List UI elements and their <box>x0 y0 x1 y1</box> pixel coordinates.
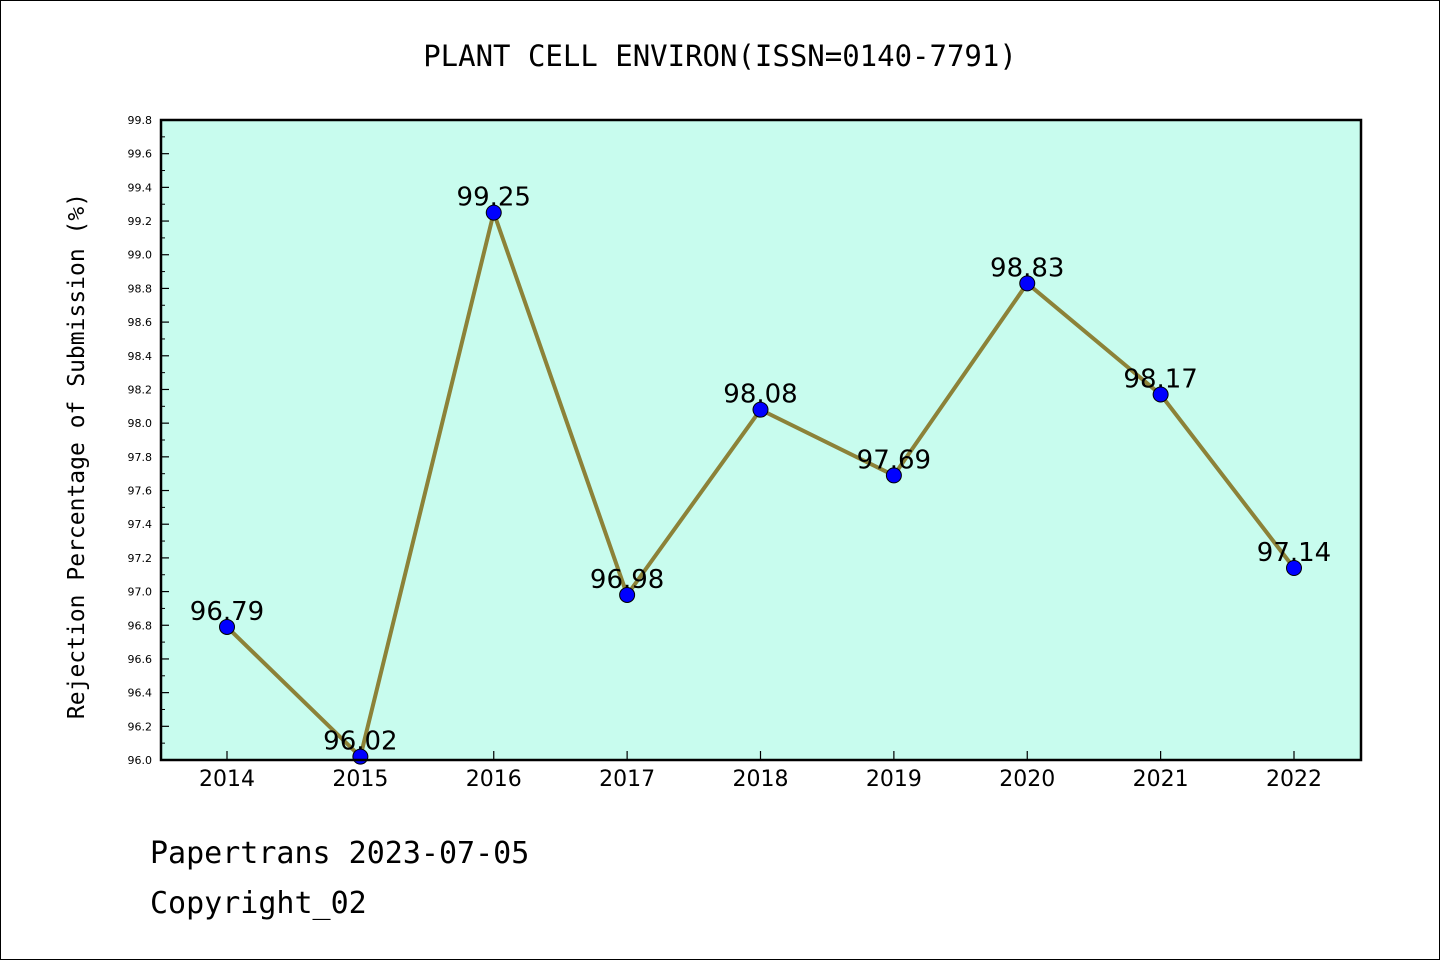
data-point <box>885 467 902 484</box>
x-axis-ticks: 2014 2015 2016 2017 2018 2019 2020 2021 2022 <box>199 751 1322 792</box>
y-tick-label: 98.4 <box>128 350 153 363</box>
x-tick-label: 2019 <box>866 767 922 792</box>
footer-source: Papertrans 2023-07-05 <box>150 836 530 871</box>
y-tick-label: 97.2 <box>128 552 153 565</box>
footer-copyright: Copyright_02 <box>150 886 367 921</box>
data-point <box>1152 386 1169 403</box>
data-point <box>485 204 502 221</box>
y-tick-label: 96.2 <box>128 720 153 733</box>
y-tick-label: 96.4 <box>128 687 153 700</box>
y-tick-label: 97.8 <box>128 451 153 464</box>
y-tick-label: 99.8 <box>128 114 153 127</box>
y-tick-label: 99.0 <box>128 249 153 262</box>
x-tick-label: 2020 <box>999 767 1055 792</box>
y-tick-label: 96.0 <box>128 754 153 767</box>
x-tick-label: 2018 <box>733 767 789 792</box>
y-axis-ticks: 96.0 96.2 96.4 96.6 96.8 97.0 97.2 97.4 97.6 97.8… <box>128 114 169 767</box>
data-label: 99.25 <box>457 183 531 213</box>
y-tick-label: 97.4 <box>128 518 153 531</box>
chart-title: PLANT CELL ENVIRON(ISSN=0140-7791) <box>423 39 1017 73</box>
data-label: 96.02 <box>323 727 397 757</box>
data-point <box>1019 275 1036 292</box>
x-tick-label: 2017 <box>599 767 655 792</box>
y-axis-label: Rejection Percentage of Submission (%) <box>64 193 90 719</box>
x-tick-label: 2015 <box>332 767 388 792</box>
data-point <box>752 401 769 418</box>
data-label: 98.83 <box>990 253 1064 283</box>
data-label: 98.08 <box>723 380 797 410</box>
y-tick-label: 99.2 <box>128 215 153 228</box>
x-tick-label: 2021 <box>1133 767 1189 792</box>
y-tick-label: 98.8 <box>128 282 153 295</box>
x-tick-label: 2014 <box>199 767 255 792</box>
y-tick-label: 96.8 <box>128 619 153 632</box>
data-label: 97.69 <box>857 445 931 475</box>
y-tick-label: 96.6 <box>128 653 153 666</box>
data-label: 96.79 <box>190 597 264 627</box>
data-point <box>1286 560 1302 576</box>
y-tick-label: 97.6 <box>128 485 153 498</box>
data-point <box>619 586 636 603</box>
data-label: 98.17 <box>1123 365 1197 395</box>
y-tick-label: 99.6 <box>128 148 153 161</box>
y-tick-label: 98.2 <box>128 383 153 396</box>
y-tick-label: 99.4 <box>128 181 153 194</box>
plot-area <box>161 120 1361 760</box>
y-tick-label: 98.0 <box>128 417 153 430</box>
data-label: 96.98 <box>590 565 664 595</box>
y-tick-label: 97.0 <box>128 586 153 599</box>
data-point <box>219 618 235 635</box>
data-series: 96.79 96.02 99.25 96.98 98.08 97.69 98.83 98.17… <box>190 183 1331 765</box>
data-label: 97.14 <box>1257 538 1331 568</box>
x-tick-label: 2016 <box>466 767 522 792</box>
y-tick-label: 98.6 <box>128 316 153 329</box>
plot-border <box>159 118 1363 762</box>
x-tick-label: 2022 <box>1266 767 1322 792</box>
